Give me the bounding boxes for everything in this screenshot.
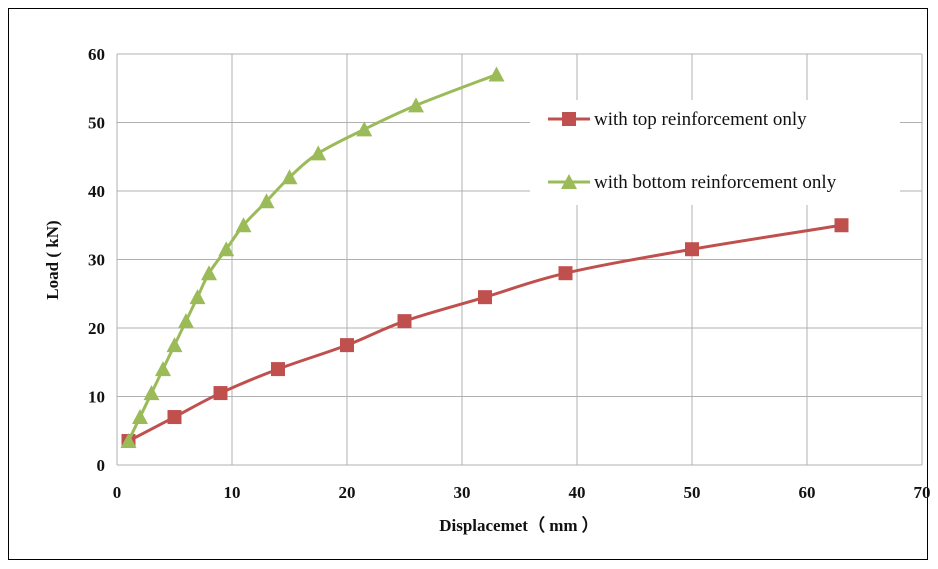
x-tick-label: 40 [569, 483, 586, 502]
data-point-marker [189, 289, 206, 305]
y-tick-label: 30 [88, 251, 105, 270]
data-point-marker [558, 266, 573, 281]
data-point-marker [167, 410, 182, 425]
legend-marker-top [562, 112, 576, 126]
legend-background [530, 100, 900, 205]
data-point-marker [310, 145, 327, 161]
x-tick-label: 70 [914, 483, 931, 502]
x-tick-label: 0 [113, 483, 122, 502]
data-point-marker [408, 97, 424, 113]
data-point-marker [834, 218, 849, 233]
data-point-marker [488, 66, 505, 82]
data-point-marker [340, 338, 354, 353]
y-tick-label: 10 [88, 388, 105, 407]
y-tick-label: 50 [88, 114, 105, 133]
legend-label-top: with top reinforcement only [594, 109, 807, 130]
x-tick-label: 60 [799, 483, 816, 502]
x-tick-label: 50 [684, 483, 701, 502]
data-point-marker [685, 242, 699, 257]
data-point-marker [356, 121, 373, 137]
x-axis-label: Displacemet（ mm ） [439, 515, 599, 535]
legend-label-bottom: with bottom reinforcement only [594, 172, 837, 193]
data-point-marker [155, 361, 171, 377]
series-line-0 [127, 223, 842, 443]
legend-marker-bottom [561, 174, 577, 189]
x-tick-labels: 0 10 20 30 40 50 60 70 [113, 483, 931, 502]
data-point-marker [201, 265, 217, 281]
data-point-marker [178, 313, 194, 329]
series-line-1 [127, 73, 498, 442]
x-tick-label: 20 [339, 483, 356, 502]
data-point-marker [213, 386, 228, 401]
y-axis-label: Load ( kN) [43, 220, 62, 299]
y-tick-label: 0 [97, 456, 106, 475]
data-point-marker [132, 409, 148, 425]
series-group [120, 66, 849, 449]
x-tick-label: 30 [454, 483, 471, 502]
data-point-marker [271, 362, 285, 377]
data-point-marker [218, 241, 235, 257]
data-point-marker [258, 193, 275, 209]
y-tick-label: 20 [88, 319, 105, 338]
x-tick-label: 10 [224, 483, 241, 502]
data-point-marker [143, 385, 160, 401]
y-tick-labels: 0 10 20 30 40 50 60 [88, 45, 105, 475]
data-point-marker [478, 290, 492, 305]
data-point-marker [120, 433, 137, 449]
data-point-marker [235, 217, 252, 233]
y-tick-label: 60 [88, 45, 105, 64]
data-point-marker [397, 314, 412, 329]
y-tick-label: 40 [88, 182, 105, 201]
legend: with top reinforcement only with bottom … [530, 100, 900, 205]
data-point-marker [281, 169, 298, 185]
data-point-marker [166, 337, 183, 353]
